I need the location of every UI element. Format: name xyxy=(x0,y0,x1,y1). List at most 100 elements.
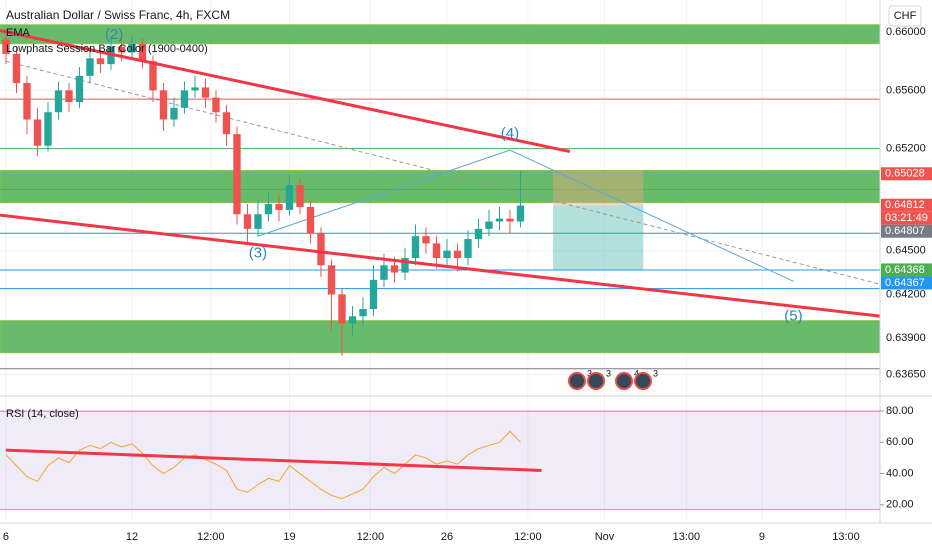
position-target xyxy=(553,205,644,270)
candle-body xyxy=(338,294,346,324)
candle-body xyxy=(254,214,262,229)
candle-body xyxy=(243,214,252,229)
candle-body xyxy=(401,257,409,273)
x-tick-label: 6 xyxy=(3,531,9,543)
candle-body xyxy=(359,309,367,317)
candle-body xyxy=(264,204,273,215)
candle-body xyxy=(233,134,241,215)
rsi-title: RSI (14, close) xyxy=(6,408,79,420)
currency-box[interactable] xyxy=(888,5,922,27)
rsi-line xyxy=(5,430,521,500)
wave-line xyxy=(257,149,794,282)
candle-body xyxy=(96,58,105,65)
candle-body xyxy=(212,97,220,113)
wave-label: (5) xyxy=(784,307,802,324)
candle-body xyxy=(285,185,294,210)
candle-body xyxy=(128,43,136,53)
rsi-tick-label: 40.00 xyxy=(886,467,914,479)
indicator-label: Lowphats Session Bar Color (1900-0400) xyxy=(6,43,208,55)
x-tick-label: 12:00 xyxy=(514,531,542,543)
event-icon[interactable] xyxy=(568,372,586,390)
rsi-tick-label: 60.00 xyxy=(886,436,914,448)
event-icon[interactable] xyxy=(615,372,633,390)
trendline xyxy=(0,213,881,318)
candle-body xyxy=(390,265,399,273)
candle-body xyxy=(348,316,357,324)
zone xyxy=(0,170,881,204)
y-tick-label: 0.64200 xyxy=(886,288,926,300)
zone xyxy=(0,320,881,354)
x-tick-label: Nov xyxy=(595,531,615,543)
event-count: 3 xyxy=(606,368,611,378)
candle-body xyxy=(516,205,525,222)
candle-body xyxy=(159,90,168,120)
candle-body xyxy=(506,218,514,222)
indicator-label: EMA xyxy=(6,27,31,39)
candle-body xyxy=(411,236,420,258)
candle-body xyxy=(191,87,199,91)
currency[interactable]: CHF xyxy=(894,10,917,22)
price-badge-label: 0.65028 xyxy=(885,168,925,180)
x-tick-label: 12 xyxy=(126,531,138,543)
price-badge-label: 03:21:49 xyxy=(885,212,928,224)
price-badge-label: 0.64367 xyxy=(885,277,925,289)
candle-body xyxy=(222,112,231,135)
trendline xyxy=(0,29,571,154)
price-badge xyxy=(881,211,932,225)
candle-body xyxy=(432,243,441,258)
wave-label: (2) xyxy=(105,26,123,43)
candle-body xyxy=(180,90,189,108)
rsi-band xyxy=(0,411,880,510)
candle-body xyxy=(54,90,63,113)
candle-body xyxy=(23,83,31,120)
candle-body xyxy=(485,221,493,229)
candle-body xyxy=(474,228,483,240)
x-tick-label: 13:00 xyxy=(832,531,860,543)
candle-body xyxy=(75,75,84,103)
event-icon[interactable] xyxy=(587,372,605,390)
candle-body xyxy=(12,53,21,84)
candle-body xyxy=(65,90,73,103)
candle-body xyxy=(495,218,504,222)
candle-body xyxy=(2,39,10,54)
candle-body xyxy=(44,112,52,146)
event-count: 4 xyxy=(634,368,639,378)
y-tick-label: 0.63900 xyxy=(886,332,926,344)
y-tick-label: 0.66000 xyxy=(886,26,926,38)
event-count: 3 xyxy=(653,368,658,378)
rsi-trendline xyxy=(5,448,542,472)
y-tick-label: 0.65600 xyxy=(886,84,926,96)
candle-body xyxy=(201,87,210,98)
event-count: 3 xyxy=(587,368,592,378)
x-tick-label: 13:00 xyxy=(673,531,701,543)
candle-body xyxy=(369,279,378,310)
chart-title: Australian Dollar / Swiss Franc, 4h, FXC… xyxy=(6,8,230,22)
x-tick-label: 12:00 xyxy=(357,531,385,543)
candle-body xyxy=(33,119,42,146)
wave-label: (3) xyxy=(249,245,267,262)
candle-body xyxy=(170,107,178,120)
candle-body xyxy=(149,61,157,91)
price-badge xyxy=(881,263,932,277)
price-badge xyxy=(881,198,932,212)
candle-body xyxy=(86,58,94,76)
price-badge xyxy=(881,224,932,238)
candle-body xyxy=(464,239,472,258)
x-tick-label: 12:00 xyxy=(197,531,225,543)
price-badge xyxy=(881,167,932,181)
candle-body xyxy=(296,185,304,207)
rsi-tick-label: 80.00 xyxy=(886,405,914,417)
position-stop xyxy=(553,170,644,206)
wave-label: (4) xyxy=(501,125,519,142)
price-badge-label: 0.64812 xyxy=(885,199,925,211)
event-icon[interactable] xyxy=(634,372,652,390)
y-tick-label: 0.65200 xyxy=(886,143,926,155)
candle-body xyxy=(380,265,388,280)
price-badge-label: 0.64807 xyxy=(885,225,925,237)
candle-body xyxy=(317,233,325,266)
candle-body xyxy=(327,265,336,295)
candle-body xyxy=(275,204,283,210)
candle-body xyxy=(453,250,462,258)
